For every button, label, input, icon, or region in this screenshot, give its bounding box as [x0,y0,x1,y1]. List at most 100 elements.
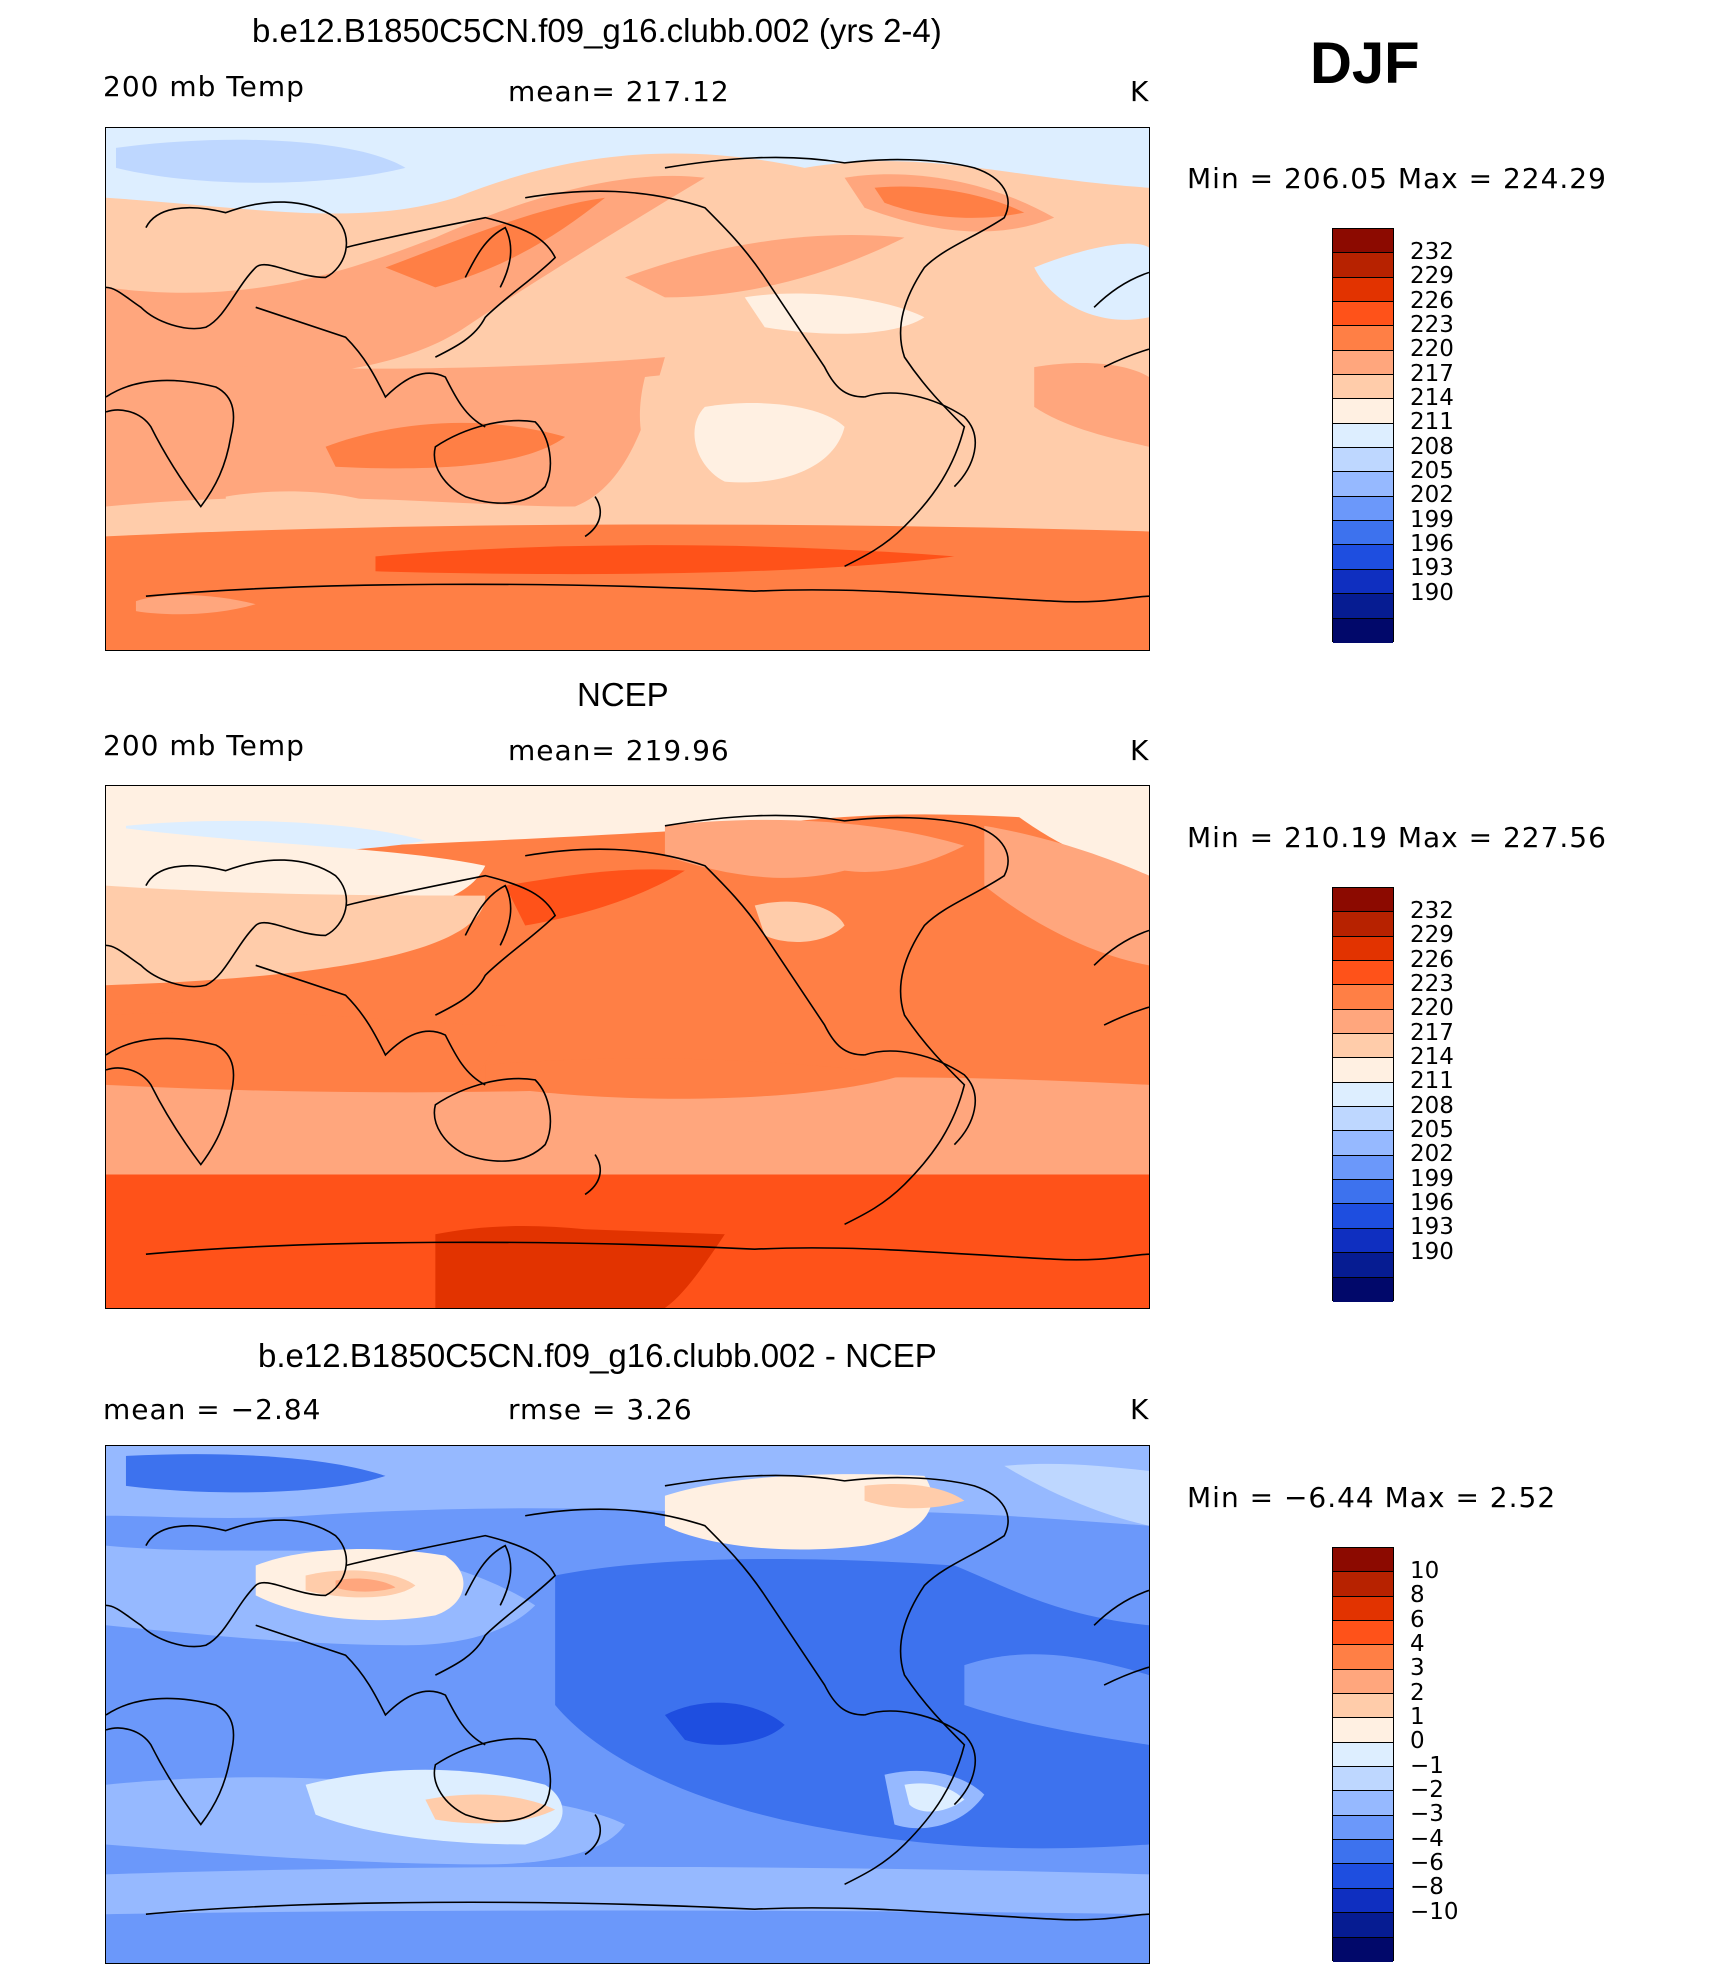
colorbar-swatch [1333,1840,1393,1865]
colorbar-swatch [1333,1034,1393,1059]
colorbar-tick-label: −3 [1410,1801,1444,1828]
colorbar-swatch [1333,1913,1393,1938]
colorbar-tick-label: −2 [1410,1777,1444,1804]
colorbar-swatch [1333,1253,1393,1278]
colorbar-swatch [1333,1742,1393,1768]
colorbar-swatch [1333,302,1393,327]
colorbar-tick-label: 205 [1410,1117,1454,1144]
panel-2-variable-label: 200 mb Temp [103,729,305,762]
colorbar-swatch [1333,1277,1393,1302]
colorbar-tick-label: 0 [1410,1728,1425,1755]
colorbar-tick-label: 217 [1410,1019,1454,1046]
colorbar-swatch [1333,545,1393,570]
colorbar-tick-label: 223 [1410,970,1454,997]
colorbar-tick-label: 205 [1410,458,1454,485]
colorbar-swatch [1333,1791,1393,1816]
panel-2-units-label: K [1130,734,1150,767]
panel-1-colorbar [1332,228,1394,643]
colorbar-tick-label: 193 [1410,1214,1454,1241]
panel-3-mean-label: mean = −2.84 [103,1393,322,1426]
colorbar-swatch [1333,1572,1393,1597]
colorbar-tick-label: 226 [1410,946,1454,973]
colorbar-tick-label: 232 [1410,897,1454,924]
colorbar-swatch [1333,985,1393,1010]
colorbar-swatch [1333,1937,1393,1962]
colorbar-swatch [1333,936,1393,962]
panel-2-mean-label: mean= 219.96 [508,734,730,767]
colorbar-tick-label: 232 [1410,238,1454,265]
colorbar-swatch [1333,569,1393,595]
colorbar-tick-label: 211 [1410,409,1454,436]
panel-1-mean-label: mean= 217.12 [508,75,730,108]
colorbar-swatch [1333,350,1393,376]
colorbar-swatch [1333,1131,1393,1156]
colorbar-swatch [1333,1718,1393,1743]
colorbar-tick-label: 223 [1410,311,1454,338]
colorbar-swatch [1333,1155,1393,1181]
colorbar-tick-label: 226 [1410,287,1454,314]
colorbar-swatch [1333,277,1393,303]
colorbar-tick-label: 10 [1410,1557,1440,1584]
colorbar-swatch [1333,594,1393,619]
colorbar-tick-label: 214 [1410,1043,1454,1070]
colorbar-tick-label: −8 [1410,1874,1444,1901]
colorbar-swatch [1333,1228,1393,1254]
colorbar-tick-label: 202 [1410,1141,1454,1168]
colorbar-swatch [1333,1767,1393,1792]
panel-3-rmse-label: rmse = 3.26 [508,1393,693,1426]
colorbar-swatch [1333,912,1393,937]
colorbar-tick-label: 220 [1410,995,1454,1022]
colorbar-swatch [1333,1596,1393,1622]
colorbar-swatch [1333,1180,1393,1205]
colorbar-tick-label: 208 [1410,1092,1454,1119]
colorbar-tick-label: 229 [1410,263,1454,290]
panel-3-minmax: Min = −6.44 Max = 2.52 [1187,1481,1557,1514]
colorbar-tick-label: 190 [1410,1238,1454,1265]
colorbar-swatch [1333,253,1393,278]
colorbar-tick-label: 196 [1410,531,1454,558]
colorbar-tick-label: 217 [1410,360,1454,387]
panel-2-minmax: Min = 210.19 Max = 227.56 [1187,821,1607,854]
colorbar-tick-label: 199 [1410,1165,1454,1192]
colorbar-swatch [1333,375,1393,400]
panel-2-map [105,785,1150,1309]
colorbar-swatch [1333,399,1393,424]
colorbar-tick-label: 193 [1410,555,1454,582]
colorbar-tick-label: −1 [1410,1752,1444,1779]
colorbar-tick-label: 220 [1410,336,1454,363]
colorbar-swatch [1333,521,1393,546]
panel-3-map [105,1445,1150,1964]
colorbar-swatch [1333,423,1393,449]
colorbar-swatch [1333,1107,1393,1132]
colorbar-swatch [1333,1548,1393,1573]
panel-2-title: NCEP [577,676,669,713]
colorbar-swatch [1333,229,1393,254]
colorbar-swatch [1333,496,1393,522]
panel-1-map [105,127,1150,651]
colorbar-tick-label: 199 [1410,506,1454,533]
panel-1-units-label: K [1130,75,1150,108]
colorbar-tick-label: 208 [1410,433,1454,460]
panel-1-minmax: Min = 206.05 Max = 224.29 [1187,162,1607,195]
season-label: DJF [1310,31,1420,96]
colorbar-swatch [1333,1694,1393,1719]
colorbar-tick-label: 6 [1410,1606,1425,1633]
colorbar-swatch [1333,888,1393,913]
colorbar-tick-label: 2 [1410,1679,1425,1706]
colorbar-tick-label: 1 [1410,1703,1425,1730]
panel-2-colorbar [1332,887,1394,1302]
colorbar-tick-label: 211 [1410,1068,1454,1095]
colorbar-tick-label: −6 [1410,1850,1444,1877]
panel-3-title: b.e12.B1850C5CN.f09_g16.clubb.002 - NCEP [258,1337,937,1374]
colorbar-tick-label: −10 [1410,1898,1459,1925]
colorbar-swatch [1333,961,1393,986]
colorbar-swatch [1333,1888,1393,1914]
panel-3-colorbar [1332,1547,1394,1962]
colorbar-tick-label: 214 [1410,384,1454,411]
colorbar-swatch [1333,1864,1393,1889]
colorbar-swatch [1333,1082,1393,1108]
colorbar-swatch [1333,1058,1393,1083]
panel-1-variable-label: 200 mb Temp [103,70,305,103]
colorbar-tick-label: 3 [1410,1655,1425,1682]
colorbar-swatch [1333,1669,1393,1695]
